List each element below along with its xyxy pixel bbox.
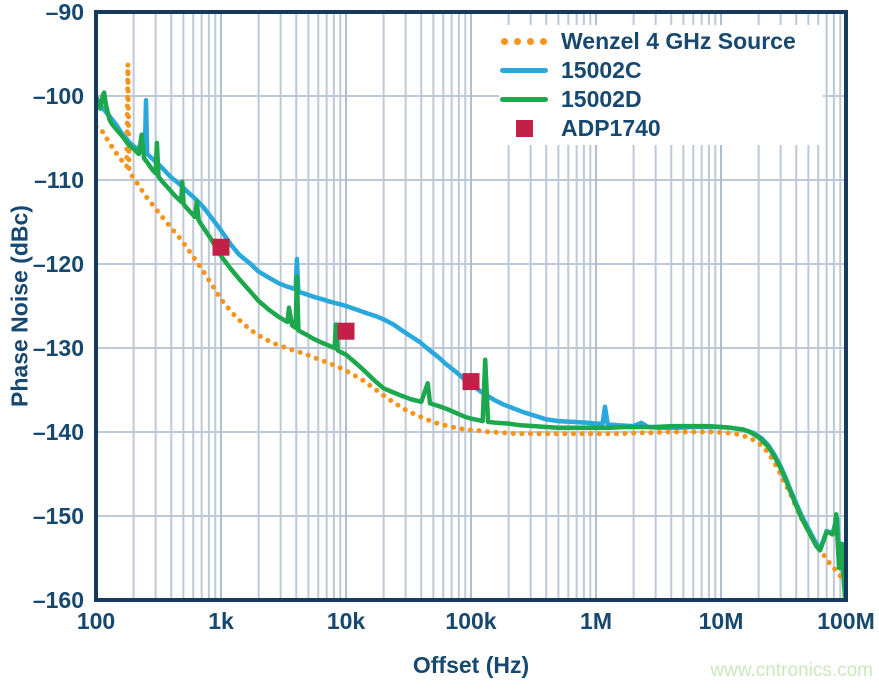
adp1740-marker bbox=[212, 238, 230, 256]
legend-item-wenzel: Wenzel 4 GHz Source bbox=[499, 27, 823, 56]
legend-label: 15002C bbox=[561, 57, 642, 83]
x-tick-label: 100M bbox=[817, 608, 875, 634]
legend-item-15002d: 15002D bbox=[499, 85, 823, 114]
y-tick-label: –130 bbox=[32, 335, 84, 361]
y-tick-label: –120 bbox=[32, 251, 84, 277]
watermark: www.cntronics.com bbox=[710, 660, 873, 681]
y-tick-label: –100 bbox=[32, 83, 84, 109]
x-tick-label: 10M bbox=[698, 608, 744, 634]
legend-label: Wenzel 4 GHz Source bbox=[561, 28, 796, 54]
y-tick-label: –150 bbox=[32, 503, 84, 529]
x-tick-label: 1k bbox=[208, 608, 234, 634]
plot-border bbox=[94, 10, 848, 602]
dotted-line-swatch bbox=[499, 38, 549, 45]
red-square-swatch bbox=[499, 120, 549, 137]
legend-item-adp1740: ADP1740 bbox=[499, 114, 823, 143]
blue-line-swatch bbox=[499, 68, 549, 73]
y-tick-label: –160 bbox=[32, 587, 84, 613]
y-tick-label: –110 bbox=[34, 167, 84, 193]
x-axis-title: Offset (Hz) bbox=[412, 652, 530, 678]
legend: Wenzel 4 GHz Source 15002C 15002D ADP174… bbox=[499, 25, 823, 145]
x-tick-label: 100k bbox=[445, 608, 497, 634]
green-line-swatch bbox=[499, 97, 549, 102]
series-wenzel-4-ghz-source bbox=[96, 61, 846, 584]
y-tick-label: –140 bbox=[32, 419, 84, 445]
legend-item-15002c: 15002C bbox=[499, 56, 823, 85]
series-15002d bbox=[96, 90, 846, 600]
grid-lines bbox=[96, 12, 846, 600]
x-tick-label: 10k bbox=[326, 608, 366, 634]
adp1740-marker bbox=[337, 322, 355, 340]
adp1740-marker bbox=[462, 373, 480, 391]
legend-label: 15002D bbox=[561, 86, 642, 112]
y-tick-label: –90 bbox=[45, 0, 84, 25]
x-tick-label: 100 bbox=[76, 608, 116, 634]
data-curves bbox=[96, 61, 846, 600]
x-tick-label: 1M bbox=[580, 608, 612, 634]
scatter-markers bbox=[212, 238, 480, 391]
legend-label: ADP1740 bbox=[561, 115, 661, 141]
